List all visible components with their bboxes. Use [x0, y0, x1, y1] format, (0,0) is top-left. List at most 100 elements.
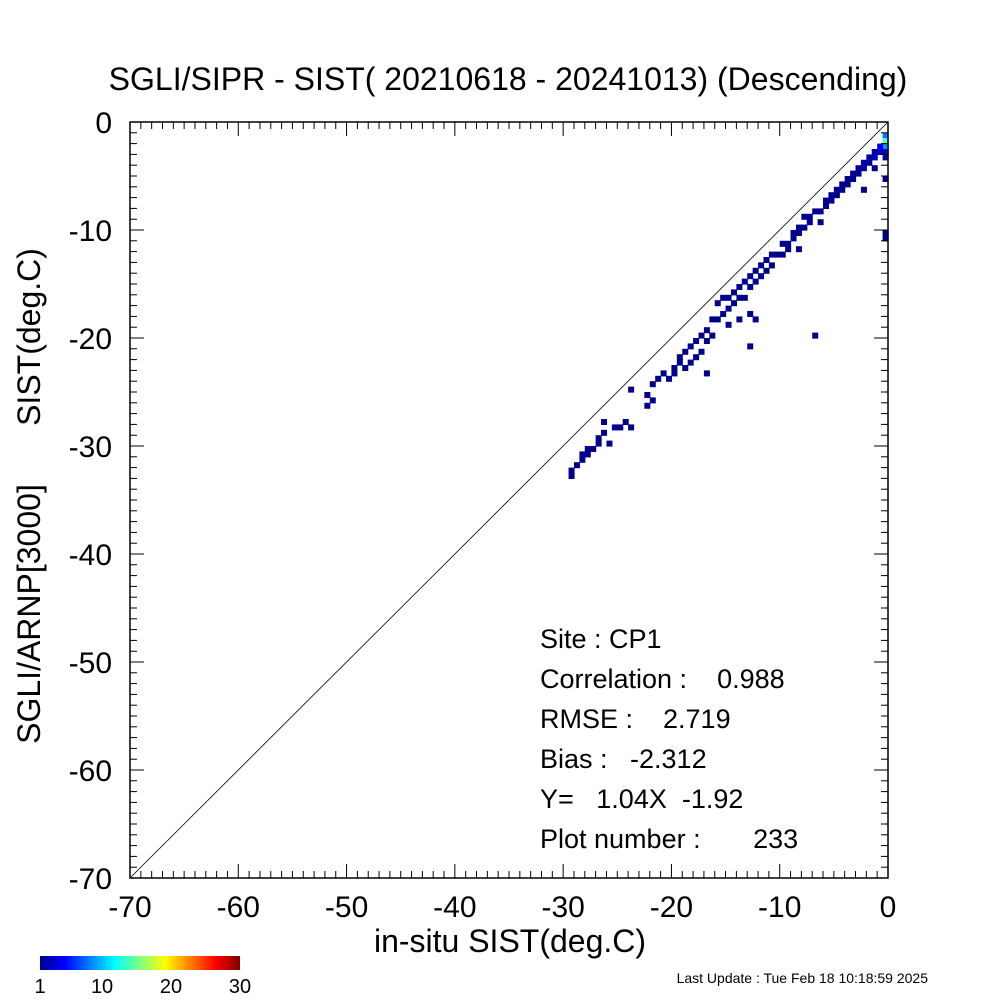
density-cell: [682, 365, 689, 371]
density-cell: [747, 284, 754, 290]
density-cell: [882, 138, 889, 145]
density-cell: [850, 170, 857, 177]
density-cell: [660, 370, 667, 377]
density-cell: [628, 386, 635, 393]
density-cell: [774, 251, 781, 258]
density-cell: [882, 230, 889, 236]
stats-site: Site : CP1: [540, 624, 662, 654]
density-cell: [850, 176, 857, 182]
density-cell: [747, 273, 754, 280]
density-cell: [714, 316, 721, 323]
density-cell: [687, 343, 694, 350]
density-cell: [568, 467, 575, 474]
density-cell: [671, 370, 678, 377]
density-cell: [568, 473, 575, 479]
density-cell: [649, 381, 656, 388]
density-cell: [693, 338, 700, 344]
density-cell: [871, 165, 878, 172]
stats-box: Site : CP1 Correlation : 0.988 RMSE : 2.…: [540, 624, 798, 854]
density-cell: [741, 278, 748, 285]
density-cell: [806, 219, 813, 226]
density-cell: [720, 294, 727, 301]
density-cell: [882, 143, 889, 150]
stats-rmse: RMSE : 2.719: [540, 704, 731, 734]
density-cell: [606, 440, 613, 447]
density-cell: [828, 197, 835, 204]
colorbar-tick-label: 30: [229, 976, 251, 998]
density-cell: [823, 203, 830, 209]
density-cell: [866, 154, 873, 161]
density-cell: [812, 208, 819, 215]
density-cell: [785, 240, 792, 247]
y-tick-label: -10: [69, 215, 112, 248]
density-cell: [601, 429, 608, 436]
density-cell: [882, 132, 889, 139]
x-tick-label: -10: [758, 891, 801, 924]
stats-correlation: Correlation : 0.988: [540, 664, 785, 694]
density-cell: [855, 170, 862, 177]
density-cell: [882, 154, 889, 161]
density-cell: [785, 246, 792, 253]
density-cell: [839, 186, 846, 193]
colorbar-labels: 1 10 20 30: [34, 976, 251, 998]
y-axis-label-bottom: SGLI/ARNP[3000]: [11, 484, 47, 744]
density-cell: [855, 165, 862, 172]
density-cell: [747, 311, 754, 317]
density-cell: [839, 181, 846, 188]
colorbar-tick-label: 1: [34, 976, 45, 998]
stats-regression: Y= 1.04X -1.92: [540, 784, 743, 814]
density-cell: [877, 149, 884, 155]
density-cell: [649, 397, 656, 404]
density-cell: [758, 273, 765, 280]
density-cell: [817, 208, 824, 215]
density-cell: [617, 424, 624, 431]
x-tick-label: -20: [650, 891, 693, 924]
density-cell: [622, 419, 629, 425]
density-cell: [730, 300, 737, 307]
density-cell: [595, 440, 602, 447]
density-cell: [877, 143, 884, 150]
stats-plot-number: Plot number : 233: [540, 824, 798, 854]
x-tick-label: -70: [108, 891, 151, 924]
density-cells: [568, 132, 889, 479]
density-cell: [725, 321, 732, 328]
density-cell: [687, 359, 694, 366]
density-cell: [844, 181, 851, 188]
density-cell: [736, 316, 743, 323]
density-cell: [736, 284, 743, 290]
density-cell: [795, 230, 802, 236]
density-cell: [628, 424, 635, 431]
density-cell: [714, 300, 721, 307]
density-cell: [611, 424, 618, 431]
density-cell: [741, 294, 748, 301]
density-cell: [779, 251, 786, 258]
density-cell: [801, 213, 808, 220]
density-cell: [595, 435, 602, 442]
density-cell: [693, 354, 700, 361]
x-tick-labels: -70 -60 -50 -40 -30 -20 -10 0: [108, 891, 896, 924]
x-tick-label: 0: [880, 891, 897, 924]
density-cell: [790, 235, 797, 242]
density-cell: [833, 186, 840, 193]
one-to-one-line: [129, 121, 889, 879]
density-cell: [709, 332, 716, 339]
density-cell: [790, 230, 797, 236]
density-cell: [752, 278, 759, 285]
density-cell: [573, 462, 580, 469]
density-cell: [725, 294, 732, 301]
density-cell: [752, 316, 759, 323]
density-cell: [871, 154, 878, 161]
density-cell: [579, 456, 586, 463]
density-cell: [823, 197, 830, 204]
density-cell: [601, 419, 608, 425]
density-cell: [812, 332, 819, 339]
density-cell: [698, 332, 705, 339]
density-cell: [736, 294, 743, 301]
colorbar-tick-label: 10: [91, 976, 113, 998]
density-cell: [655, 375, 662, 382]
x-tick-label: -40: [433, 891, 476, 924]
density-cell: [747, 343, 754, 350]
density-cell: [666, 375, 673, 382]
x-tick-label: -60: [217, 891, 260, 924]
density-cell: [703, 327, 710, 334]
